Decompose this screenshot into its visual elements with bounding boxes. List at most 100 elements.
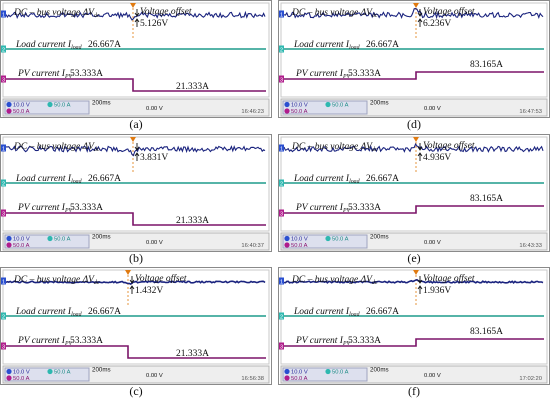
voltage-offset-label: Voltage offset (423, 6, 475, 17)
voltage-offset-label: Voltage offset (135, 273, 187, 284)
clock: 16:47:53 (519, 109, 542, 115)
voltage-offset-value: 5.126V (140, 19, 168, 29)
load-current-label: Load current Iload (293, 174, 360, 185)
ch1-marker: 1 (1, 277, 6, 285)
oscilloscope-screen: 1 2 3 DC – bus voltage ΔVdc Voltage offset 1.… (0, 267, 272, 385)
ch3-scale: 50.0 A (291, 109, 308, 115)
svg-text:3: 3 (2, 77, 5, 83)
clock: 16:56:38 (241, 376, 264, 382)
voltage-offset-label: Voltage offset (140, 6, 192, 17)
scope-panel-a: 1 2 3 DC – bus voltage ΔVdc Voltage offset 5.… (0, 0, 272, 133)
ch3-scale: 50.0 A (291, 376, 308, 382)
load-current-label: Load current Iload (15, 174, 82, 185)
pv-current-trace (6, 212, 266, 226)
load-current-value: 26.667A (88, 307, 121, 317)
clock: 17:02:20 (519, 376, 542, 382)
pv-current-after-value: 21.333A (176, 216, 209, 226)
trigger-marker (413, 270, 419, 275)
pv-current-before-value: 53.333A (348, 203, 381, 213)
offset-arrow-down (417, 9, 423, 17)
plot-area (280, 269, 548, 365)
oscilloscope-screen: 1 2 3 DC – bus voltage ΔVdc 3.831V Load curre… (0, 134, 272, 252)
scope-panel-e: 1 2 3 DC – bus voltage ΔVdc Voltage offset 4.… (278, 134, 550, 267)
pv-current-after-value: 83.165A (470, 60, 503, 70)
offset-arrow-up (134, 18, 140, 27)
load-current-label: Load current Iload (15, 307, 82, 318)
svg-text:2: 2 (280, 314, 283, 320)
svg-text:1: 1 (2, 279, 5, 285)
timebase: 200ms (92, 367, 111, 374)
svg-text:2: 2 (2, 314, 5, 320)
voltage-offset-label: Voltage offset (423, 140, 475, 151)
offset-arrow-up (134, 152, 140, 161)
offset-arrow-down (417, 143, 423, 151)
clock: 16:40:37 (241, 243, 264, 249)
trigger-marker (125, 270, 131, 275)
plot-area (280, 2, 548, 98)
trigger-marker (413, 3, 419, 8)
load-current-value: 26.667A (366, 307, 399, 317)
dc-bus-voltage-trace (6, 144, 266, 157)
pv-current-after-value: 21.333A (176, 82, 209, 92)
voltage-offset-value: 4.936V (423, 153, 451, 163)
clock: 16:43:33 (519, 243, 542, 249)
svg-text:1: 1 (280, 279, 283, 285)
ch3-marker: 3 (1, 75, 6, 83)
ch3-scale: 50.0 A (13, 109, 30, 115)
ch1-marker: 1 (1, 144, 6, 152)
trigger-marker (413, 137, 419, 142)
ch1-scale: 10.0 V (291, 103, 308, 109)
svg-text:1: 1 (280, 12, 283, 18)
voltage-offset-value: 3.831V (140, 153, 168, 163)
plot-area (2, 136, 270, 232)
ch2-marker: 2 (279, 45, 284, 53)
svg-text:3: 3 (2, 211, 5, 217)
svg-text:2: 2 (280, 181, 283, 187)
ch2-marker: 2 (279, 179, 284, 187)
pv-current-trace (284, 205, 544, 214)
ch2-scale: 50.0 A (332, 103, 349, 109)
panel-caption: (d) (407, 117, 421, 131)
panel-caption: (b) (129, 251, 143, 265)
dc-bus-voltage-label: DC – bus voltage ΔVdc (291, 8, 378, 19)
svg-text:3: 3 (2, 344, 5, 350)
offset-arrow-up (417, 285, 423, 294)
trigger-level: 0.00 V (424, 106, 441, 112)
voltage-offset-label: Voltage offset (423, 273, 475, 284)
offset-arrow-down (134, 143, 140, 151)
ch2-marker: 2 (279, 312, 284, 320)
pv-current-before-value: 53.333A (348, 336, 381, 346)
dc-bus-voltage-trace (283, 142, 544, 153)
voltage-offset-value: 1.936V (423, 286, 451, 296)
trigger-level: 0.00 V (146, 106, 163, 112)
panel-caption: (f) (408, 384, 420, 398)
dc-bus-voltage-label: DC – bus voltage ΔVdc (13, 8, 100, 19)
scope-panel-b: 1 2 3 DC – bus voltage ΔVdc 3.831V Load curre… (0, 134, 272, 267)
ch1-scale: 10.0 V (291, 237, 308, 243)
dc-bus-voltage-trace (283, 278, 544, 284)
pv-current-label: PV current IPV (295, 336, 352, 347)
pv-current-label: PV current IPV (17, 69, 74, 80)
oscilloscope-screen: 1 2 3 DC – bus voltage ΔVdc Voltage offset 1.… (278, 267, 550, 385)
ch1-scale: 10.0 V (13, 370, 30, 376)
svg-text:3: 3 (280, 77, 283, 83)
svg-text:1: 1 (2, 12, 5, 18)
dc-bus-voltage-trace (283, 8, 544, 20)
timebase: 200ms (370, 234, 389, 241)
svg-text:3: 3 (280, 344, 283, 350)
scope-panel-f: 1 2 3 DC – bus voltage ΔVdc Voltage offset 1.… (278, 267, 550, 400)
dc-bus-voltage-label: DC – bus voltage ΔVdc (291, 142, 378, 153)
pv-current-trace (284, 71, 544, 80)
ch2-scale: 50.0 A (54, 103, 71, 109)
voltage-offset-value: 1.432V (135, 286, 163, 296)
scope-panel-d: 1 2 3 DC – bus voltage ΔVdc Voltage offset 6.… (278, 0, 550, 133)
ch2-marker: 2 (1, 45, 6, 53)
svg-text:2: 2 (280, 47, 283, 53)
oscilloscope-screen: 1 2 3 DC – bus voltage ΔVdc Voltage offset 6.… (278, 0, 550, 118)
ch2-scale: 50.0 A (332, 370, 349, 376)
load-current-value: 26.667A (88, 174, 121, 184)
